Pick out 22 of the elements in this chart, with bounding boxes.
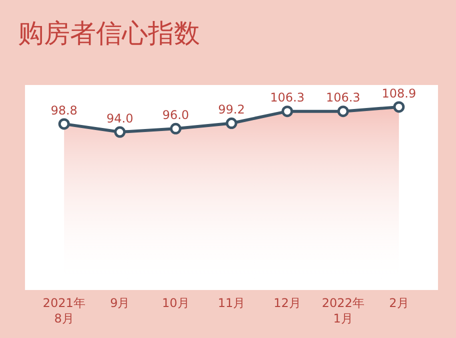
point [393, 101, 405, 113]
x-tick-label: 12月 [274, 296, 301, 310]
data-label: 98.8 [50, 103, 78, 118]
chart-title: 购房者信心指数 [18, 18, 200, 49]
x-tick-label: 11月 [218, 296, 246, 310]
point [282, 106, 294, 118]
data-label: 99.2 [218, 102, 245, 117]
x-tick-label: 9月 [110, 296, 130, 310]
point [114, 126, 126, 138]
data-label: 106.3 [270, 90, 304, 105]
point [58, 118, 70, 130]
x-tick-label: 2021年 8月 [42, 296, 86, 326]
x-tick-label: 2月 [389, 296, 409, 310]
data-label: 94.0 [106, 111, 134, 126]
point [226, 118, 238, 130]
data-label: 96.0 [162, 108, 190, 122]
x-tick-label: 10月 [162, 296, 190, 310]
data-label: 106.3 [326, 90, 360, 105]
x-tick-label: 2022年 1月 [322, 296, 364, 326]
data-label: 108.9 [382, 86, 416, 100]
point [337, 106, 349, 118]
point [170, 122, 182, 134]
